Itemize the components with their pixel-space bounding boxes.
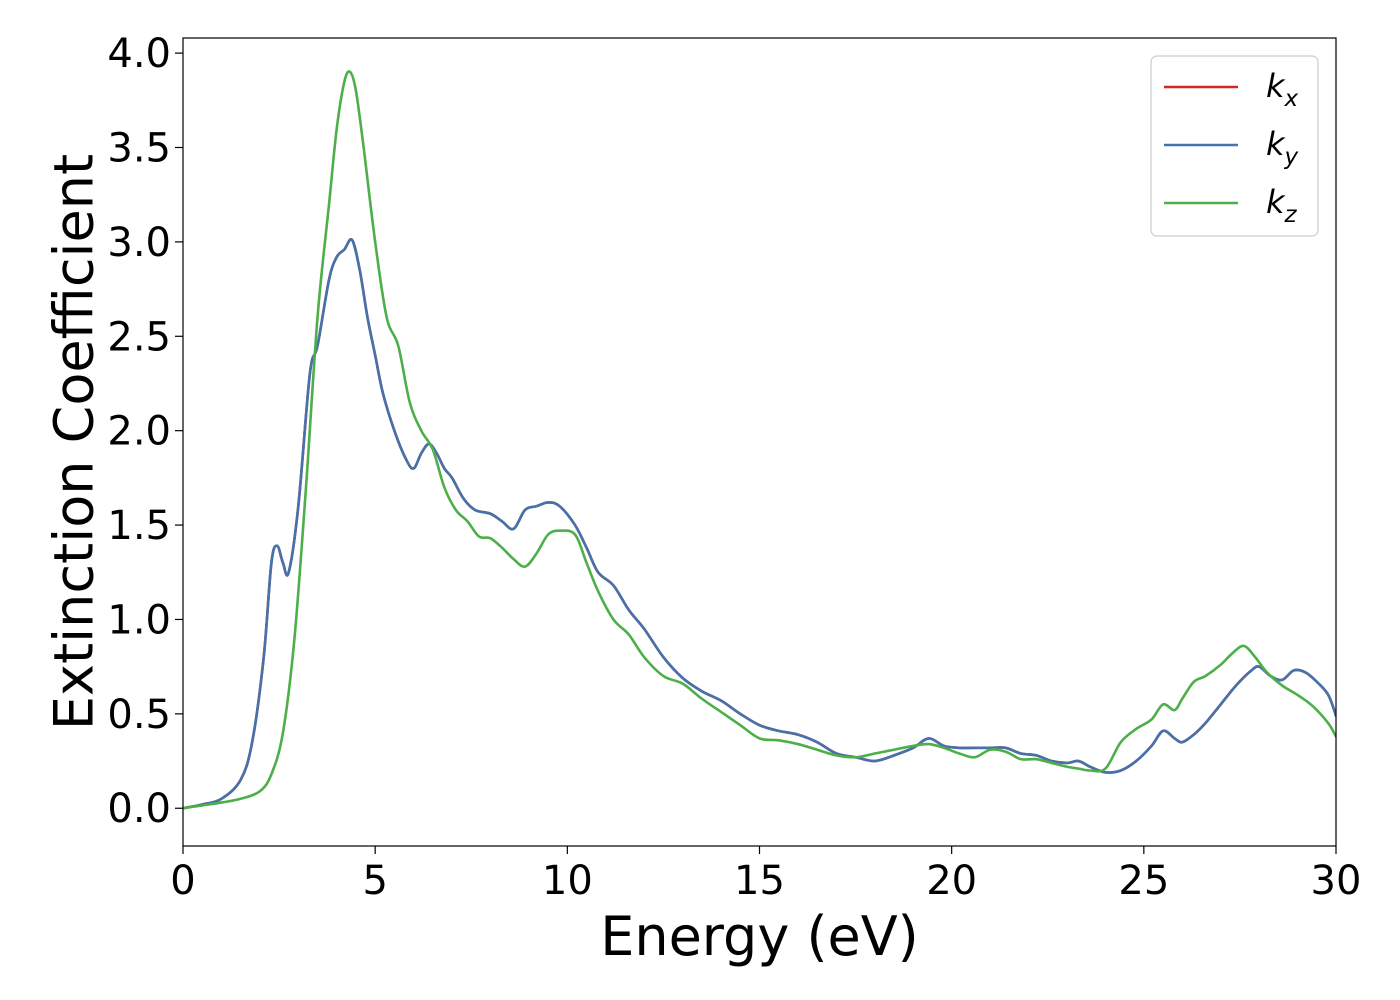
legend-label-x: kx <box>1266 67 1299 112</box>
y-tick-label: 4.0 <box>107 31 171 77</box>
y-tick-label: 1.5 <box>107 503 171 549</box>
legend-label-z: kz <box>1266 183 1298 228</box>
x-tick-label: 25 <box>1118 858 1169 904</box>
y-tick-label: 2.0 <box>107 409 171 455</box>
axis-ticks: 0 5 10 15 20 25 30 0.0 0.5 1.0 1.5 2.0 2.5 3.0 3.5 4.0 <box>107 31 1361 904</box>
y-axis-title: Extinction Coefficient <box>43 154 106 730</box>
y-tick-label: 3.0 <box>107 220 171 266</box>
series-lines <box>183 70 1336 810</box>
x-tick-label: 0 <box>170 858 195 904</box>
x-axis-title: Energy (eV) <box>600 905 919 968</box>
series-line-z <box>183 70 1336 810</box>
x-tick-label: 30 <box>1311 858 1362 904</box>
x-tick-label: 10 <box>542 858 593 904</box>
legend-label-y: ky <box>1266 125 1299 170</box>
x-tick-label: 15 <box>734 858 785 904</box>
y-tick-label: 2.5 <box>107 314 171 360</box>
x-tick-label: 20 <box>926 858 977 904</box>
series-line-y <box>183 237 1336 810</box>
y-tick-label: 1.0 <box>107 597 171 643</box>
legend: kx ky kz <box>1150 55 1319 237</box>
x-tick-label: 5 <box>362 858 387 904</box>
y-tick-label: 0.5 <box>107 692 171 738</box>
y-tick-label: 3.5 <box>107 125 171 171</box>
y-tick-label: 0.0 <box>107 786 171 832</box>
